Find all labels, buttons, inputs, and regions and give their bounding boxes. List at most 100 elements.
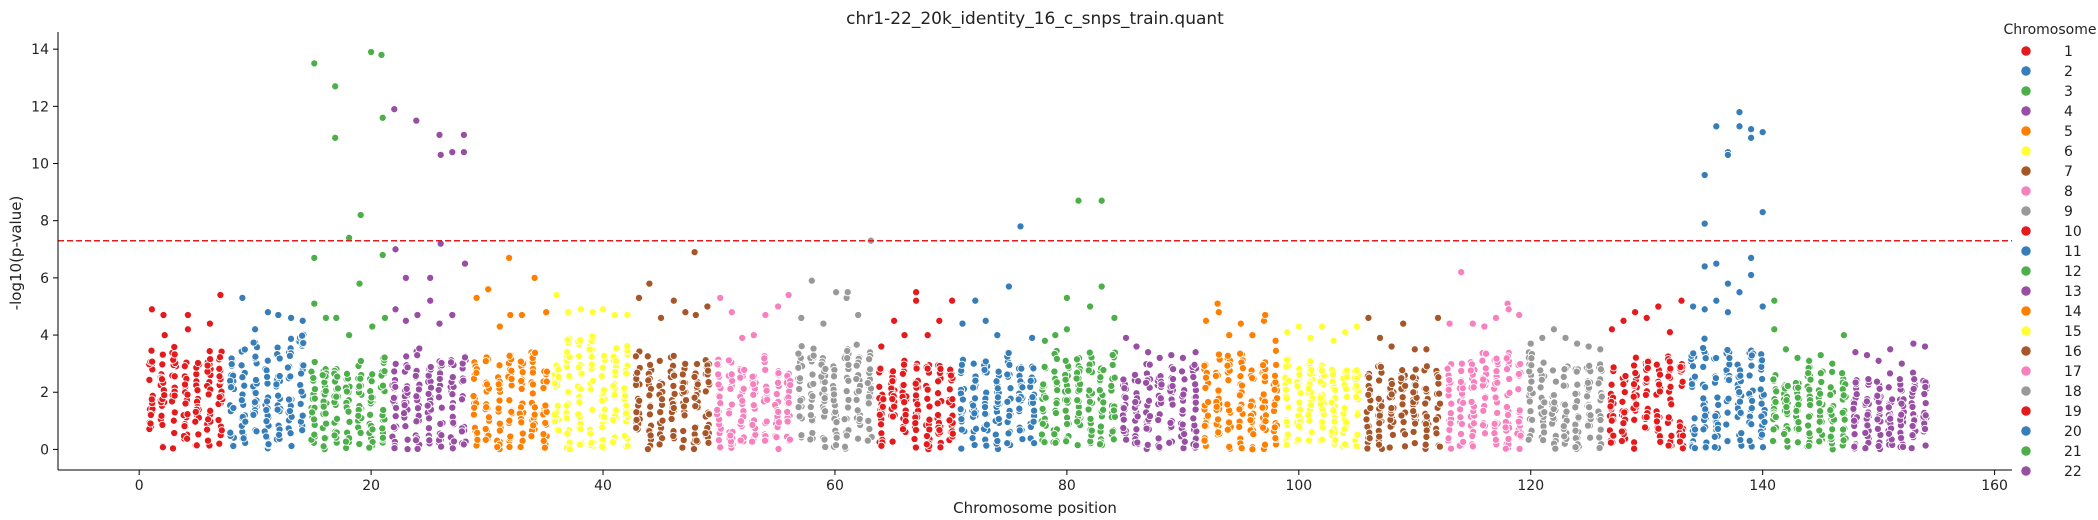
snp-point <box>1783 381 1792 390</box>
snp-point <box>1875 384 1884 393</box>
snp-point <box>203 436 213 445</box>
snp-point <box>1388 430 1397 439</box>
snp-point <box>1768 436 1778 446</box>
snp-point <box>852 395 861 404</box>
snp-point <box>1561 333 1570 342</box>
snp-point <box>1874 441 1883 451</box>
snp-point <box>714 380 723 389</box>
snp-point <box>1504 305 1513 314</box>
snp-point <box>1735 288 1744 297</box>
snp-point <box>505 442 514 452</box>
snp-point <box>1539 436 1548 445</box>
legend-marker <box>2020 145 2032 157</box>
snp-point <box>646 431 655 440</box>
snp-point <box>344 407 353 416</box>
snp-point <box>1770 296 1779 305</box>
snp-point <box>727 370 736 379</box>
snp-point <box>1156 394 1165 403</box>
snp-point <box>774 444 783 454</box>
snp-point <box>933 389 943 398</box>
snp-point <box>1525 384 1534 393</box>
snp-point <box>681 359 690 368</box>
snp-point <box>286 372 295 381</box>
series-chr-1 <box>145 290 227 453</box>
snp-point <box>576 305 586 314</box>
snp-point <box>1073 417 1082 426</box>
snp-point <box>1204 397 1213 407</box>
snp-point <box>424 424 433 433</box>
snp-point <box>368 425 377 434</box>
snp-point <box>645 410 654 419</box>
snp-point <box>1481 349 1491 358</box>
snp-point <box>575 351 584 361</box>
snp-point <box>703 366 713 375</box>
snp-point <box>1119 404 1128 413</box>
snp-point <box>1295 370 1304 379</box>
snp-point <box>1282 355 1292 365</box>
snp-point <box>1432 415 1441 424</box>
snp-point <box>1747 253 1756 262</box>
snp-point <box>298 331 307 340</box>
snp-point <box>1038 419 1047 428</box>
snp-point <box>923 385 932 394</box>
snp-point <box>1689 302 1698 311</box>
snp-point <box>1815 417 1824 426</box>
snp-point <box>1327 398 1336 407</box>
snp-point <box>1502 354 1511 363</box>
snp-point <box>1805 356 1814 365</box>
snp-point <box>158 443 167 452</box>
snp-point <box>844 360 853 369</box>
snp-point <box>378 433 387 442</box>
snp-point <box>1200 361 1209 370</box>
snp-point <box>1444 385 1453 394</box>
snp-point <box>1259 361 1268 370</box>
snp-point <box>749 401 758 410</box>
snp-point <box>1004 348 1013 358</box>
legend-title: Chromosome <box>2004 22 2097 38</box>
snp-point <box>1724 375 1734 385</box>
snp-point <box>400 401 409 410</box>
snp-point <box>424 389 433 398</box>
snp-point <box>1110 373 1119 382</box>
snp-point <box>1780 429 1789 439</box>
snp-point <box>1700 170 1709 180</box>
snp-point <box>1480 429 1490 438</box>
snp-point <box>598 423 607 432</box>
snp-point <box>227 360 236 369</box>
snp-point <box>1828 359 1837 368</box>
snp-point <box>1212 402 1221 411</box>
snp-point <box>1258 403 1267 412</box>
snp-point <box>1815 437 1824 446</box>
snp-point <box>1735 122 1744 131</box>
snp-point <box>1641 390 1650 399</box>
snp-point <box>550 410 559 419</box>
snp-point <box>1862 397 1871 406</box>
snp-point <box>287 313 296 322</box>
snp-point <box>1178 420 1187 429</box>
snp-point <box>552 290 561 300</box>
snp-point <box>1096 422 1105 431</box>
snp-point <box>216 290 225 300</box>
snp-point <box>1747 404 1756 413</box>
snp-point <box>193 386 202 395</box>
snp-point <box>1851 348 1860 357</box>
snp-point <box>1700 219 1709 228</box>
snp-point <box>797 431 806 440</box>
snp-point <box>643 352 652 361</box>
snp-point <box>413 444 422 453</box>
snp-point <box>1409 427 1418 436</box>
snp-point <box>853 406 862 415</box>
snp-point <box>1699 343 1708 353</box>
snp-point <box>411 436 421 445</box>
snp-point <box>1908 431 1917 440</box>
snp-point <box>1629 361 1639 370</box>
snp-point <box>878 402 887 411</box>
snp-point <box>448 390 457 399</box>
snp-point <box>1620 388 1629 397</box>
snp-point <box>460 353 470 362</box>
snp-point <box>1758 128 1767 137</box>
snp-point <box>1142 424 1151 433</box>
snp-point <box>1165 438 1174 447</box>
snp-point <box>669 351 678 360</box>
snp-point <box>1179 444 1188 453</box>
